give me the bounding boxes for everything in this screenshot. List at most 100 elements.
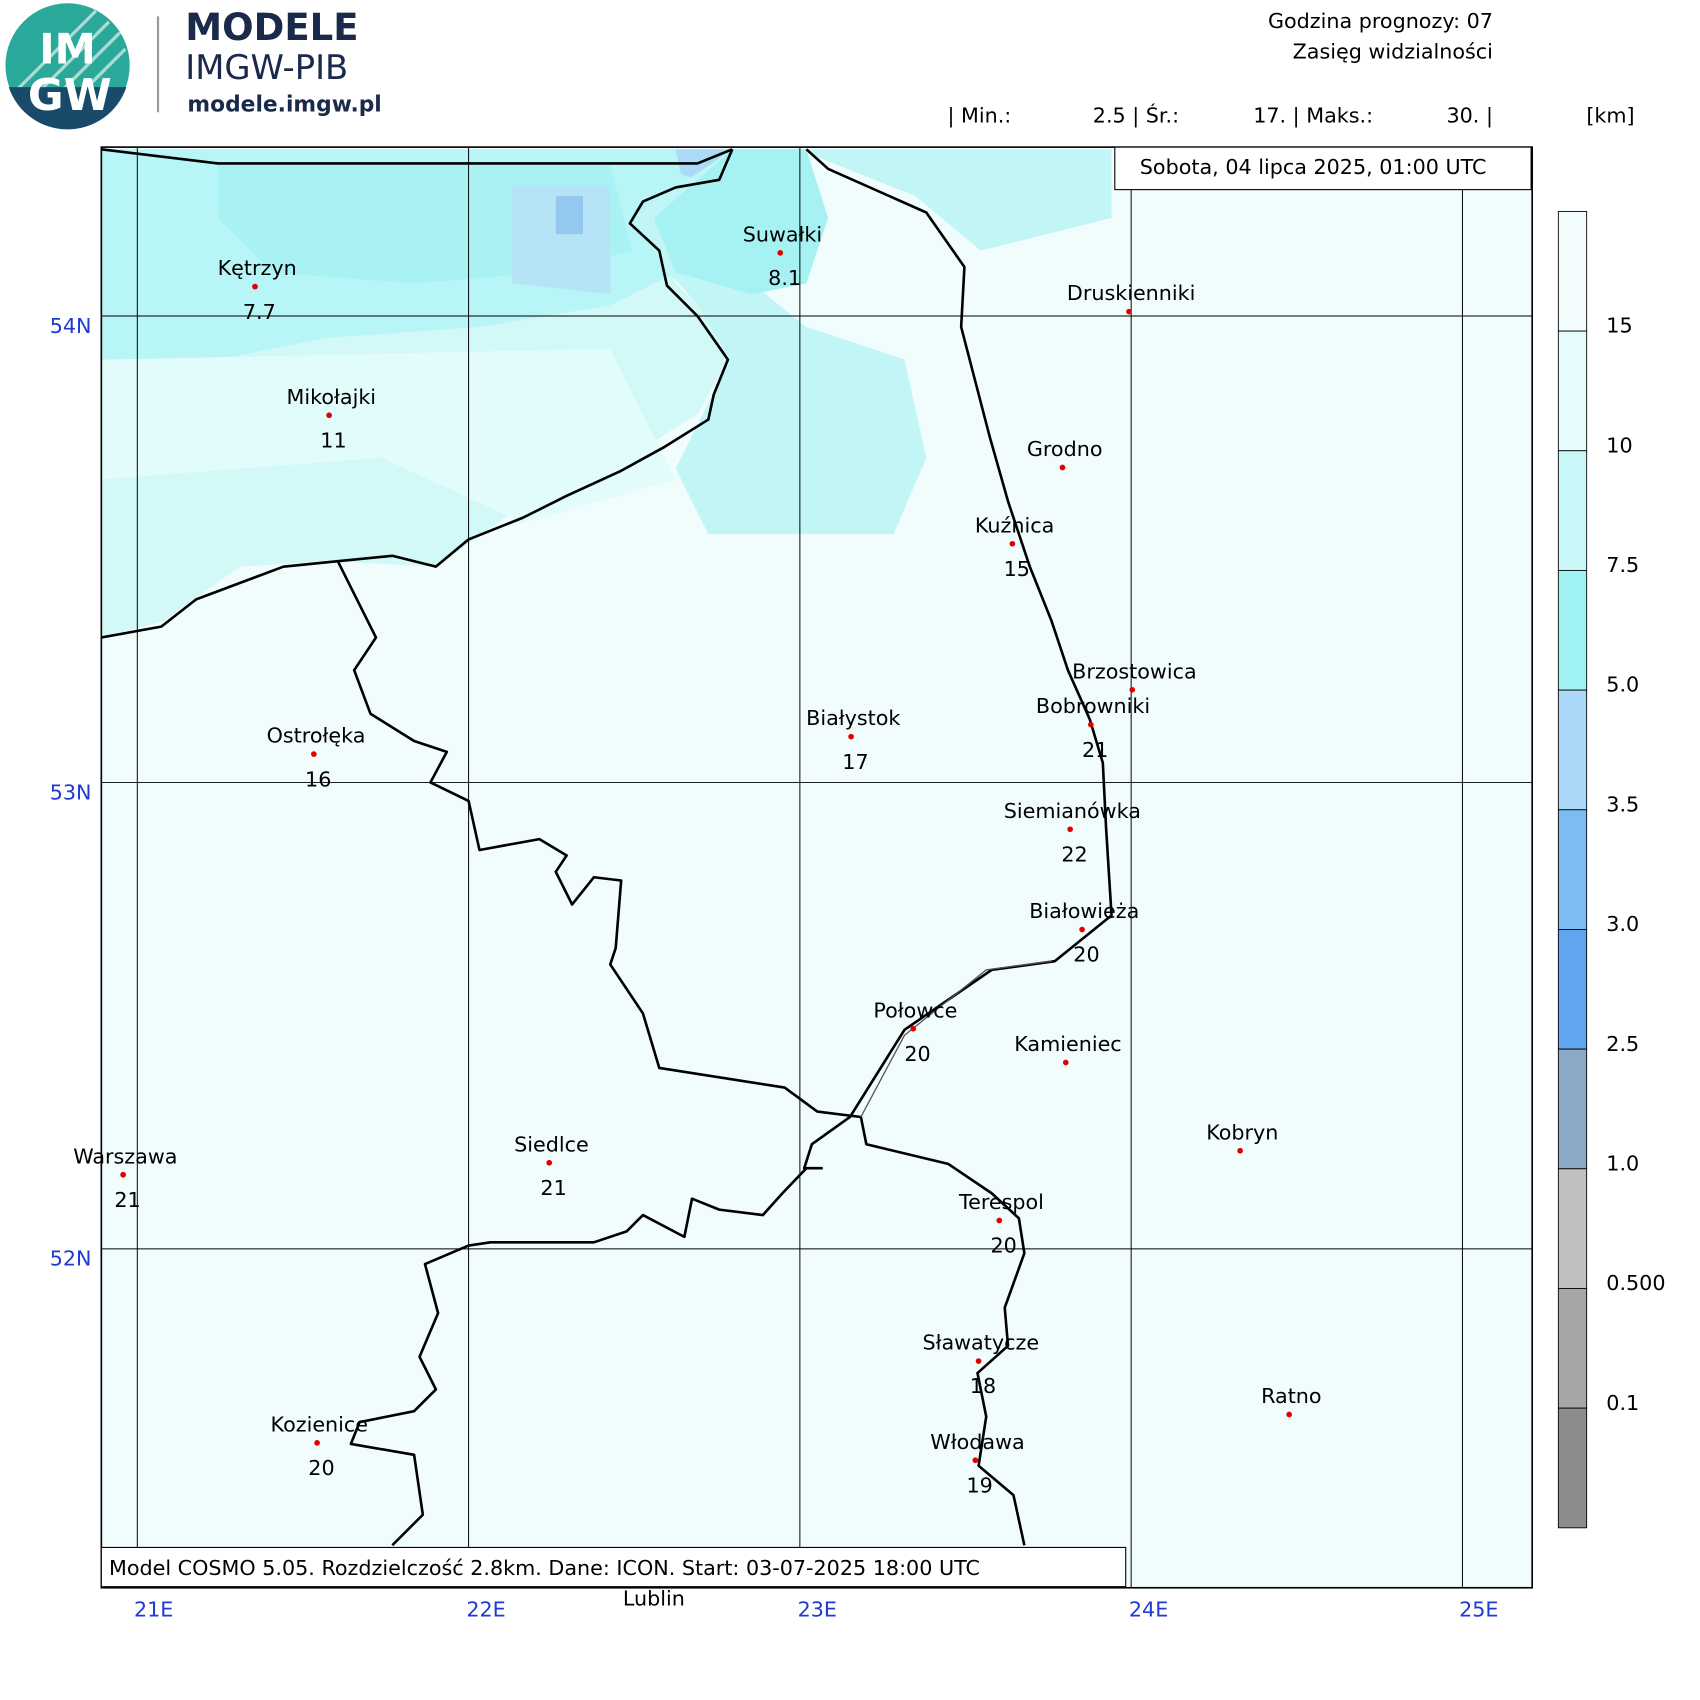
lat-label: 54N bbox=[50, 314, 92, 338]
city-dot bbox=[546, 1159, 553, 1166]
city-dot bbox=[1079, 926, 1085, 933]
city-dot bbox=[252, 283, 258, 290]
logo-top: IM bbox=[39, 25, 96, 73]
city-value: 21 bbox=[114, 1188, 140, 1212]
visibility-field bbox=[101, 149, 1112, 638]
city-value: 22 bbox=[1061, 842, 1087, 866]
city-value: 18 bbox=[970, 1374, 996, 1398]
logo-bottom: GW bbox=[28, 71, 112, 121]
date-box bbox=[1114, 146, 1532, 191]
city-name: Kamieniec bbox=[1014, 1032, 1121, 1056]
lon-label: 23E bbox=[798, 1598, 837, 1622]
city-dot bbox=[1088, 721, 1094, 728]
city-name: Kuźnica bbox=[975, 513, 1054, 537]
colorbar-segment bbox=[1557, 330, 1588, 452]
colorbar-label: 3.0 bbox=[1606, 912, 1639, 936]
colorbar-segment bbox=[1557, 1048, 1588, 1170]
date: Sobota, 04 lipca 2025, 01:00 UTC bbox=[1140, 155, 1487, 179]
footer-box bbox=[100, 1546, 1127, 1588]
cities: Kętrzyn 7.7 Suwałki 8.1 Druskienniki Mikołajk… bbox=[73, 222, 1321, 1497]
city-name: Grodno bbox=[1027, 437, 1103, 461]
city-dot bbox=[1286, 1411, 1292, 1418]
colorbar-label: 2.5 bbox=[1606, 1032, 1639, 1056]
colorbar-label: 15 bbox=[1606, 314, 1632, 338]
city-dot bbox=[777, 249, 784, 256]
colorbar-segment bbox=[1557, 210, 1588, 332]
city-value: 20 bbox=[1073, 943, 1099, 967]
city-name: Mikołajki bbox=[287, 385, 377, 409]
map-frame bbox=[100, 146, 1533, 1589]
city-value: 20 bbox=[308, 1456, 334, 1480]
footer: Model COSMO 5.05. Rozdzielczość 2.8km. D… bbox=[109, 1556, 980, 1580]
stat: 17. | Maks.: bbox=[1253, 104, 1373, 129]
city-dot bbox=[1126, 308, 1132, 315]
colorbar-segment bbox=[1557, 450, 1588, 571]
forecast-hour: Godzina prognozy: 07 bbox=[1268, 9, 1493, 33]
city-dot bbox=[311, 751, 317, 757]
city-name: Suwałki bbox=[743, 222, 822, 246]
colorbar-segment bbox=[1557, 1168, 1588, 1289]
colorbar-label: 1.0 bbox=[1606, 1151, 1639, 1175]
colorbar-label: 3.5 bbox=[1606, 792, 1639, 816]
stat: [km] bbox=[1586, 104, 1634, 128]
city-dot bbox=[1067, 826, 1073, 833]
colorbar-label: 5.0 bbox=[1606, 673, 1639, 697]
field-name: Zasięg widzialności bbox=[1293, 39, 1493, 63]
colorbar-segment bbox=[1557, 1407, 1588, 1529]
city-name: Druskienniki bbox=[1067, 281, 1195, 305]
city-name: Włodawa bbox=[930, 1430, 1024, 1454]
city-dot bbox=[975, 1358, 982, 1364]
city-name: Połowce bbox=[873, 998, 957, 1022]
city-value: 8.1 bbox=[768, 266, 801, 290]
city-dot bbox=[972, 1457, 979, 1464]
colorbar-segment bbox=[1557, 569, 1588, 691]
city-name: Bobrowniki bbox=[1036, 694, 1150, 718]
city-name: Siemianówka bbox=[1004, 799, 1141, 823]
city-name: Ostrołęka bbox=[267, 724, 366, 748]
city-value: 16 bbox=[305, 767, 331, 791]
stat: 2.5 | Śr.: bbox=[1093, 103, 1179, 129]
city-name: Siedlce bbox=[514, 1132, 589, 1156]
colorbar-segment bbox=[1557, 929, 1588, 1050]
colorbar-label: 0.500 bbox=[1606, 1271, 1665, 1295]
city-name: Ratno bbox=[1261, 1384, 1321, 1408]
city-dot bbox=[848, 733, 854, 740]
city-dot bbox=[120, 1171, 126, 1178]
city-dot bbox=[326, 412, 332, 419]
city-name: Brzostowica bbox=[1072, 659, 1196, 683]
lon-label: 22E bbox=[466, 1598, 505, 1622]
extra-label: Lublin bbox=[623, 1587, 685, 1611]
city-value: 15 bbox=[1004, 557, 1030, 581]
url: modele.imgw.pl bbox=[187, 93, 381, 118]
borders bbox=[101, 147, 1113, 1547]
graticule bbox=[101, 147, 1533, 1588]
colorbar: 15 10 7.5 5.0 3.5 3.0 2.5 1.0 0.500 0.1 bbox=[1557, 210, 1666, 1529]
city-dot bbox=[996, 1217, 1003, 1224]
city-name: Kozienice bbox=[271, 1412, 369, 1436]
city-value: 21 bbox=[1082, 738, 1108, 762]
city-value: 21 bbox=[540, 1176, 566, 1200]
city-name: Warszawa bbox=[73, 1144, 177, 1168]
city-dot bbox=[314, 1439, 320, 1446]
lon-label: 25E bbox=[1459, 1598, 1498, 1622]
city-dot bbox=[1237, 1147, 1243, 1154]
lon-label: 24E bbox=[1129, 1598, 1168, 1622]
colorbar-label: 7.5 bbox=[1606, 553, 1639, 577]
lat-label: 52N bbox=[50, 1247, 92, 1271]
city-value: 20 bbox=[990, 1234, 1016, 1258]
city-name: Kobryn bbox=[1206, 1120, 1278, 1144]
city-dot bbox=[1059, 464, 1066, 471]
logo: IM GW bbox=[5, 3, 130, 130]
org: IMGW-PIB bbox=[185, 48, 348, 87]
city-name: Sławatycze bbox=[922, 1331, 1039, 1355]
axis-labels: 54N 53N 52N 21E 22E 23E 24E 25E bbox=[50, 314, 1499, 1622]
stats: | Min.: 2.5 | Śr.: 17. | Maks.: 30. | [km] bbox=[947, 103, 1634, 129]
city-dot bbox=[1062, 1059, 1069, 1066]
city-name: Białystok bbox=[806, 706, 900, 730]
city-value: 7.7 bbox=[243, 300, 276, 324]
colorbar-segment bbox=[1557, 809, 1588, 930]
city-dot bbox=[1009, 540, 1016, 547]
city-value: 19 bbox=[967, 1473, 993, 1497]
